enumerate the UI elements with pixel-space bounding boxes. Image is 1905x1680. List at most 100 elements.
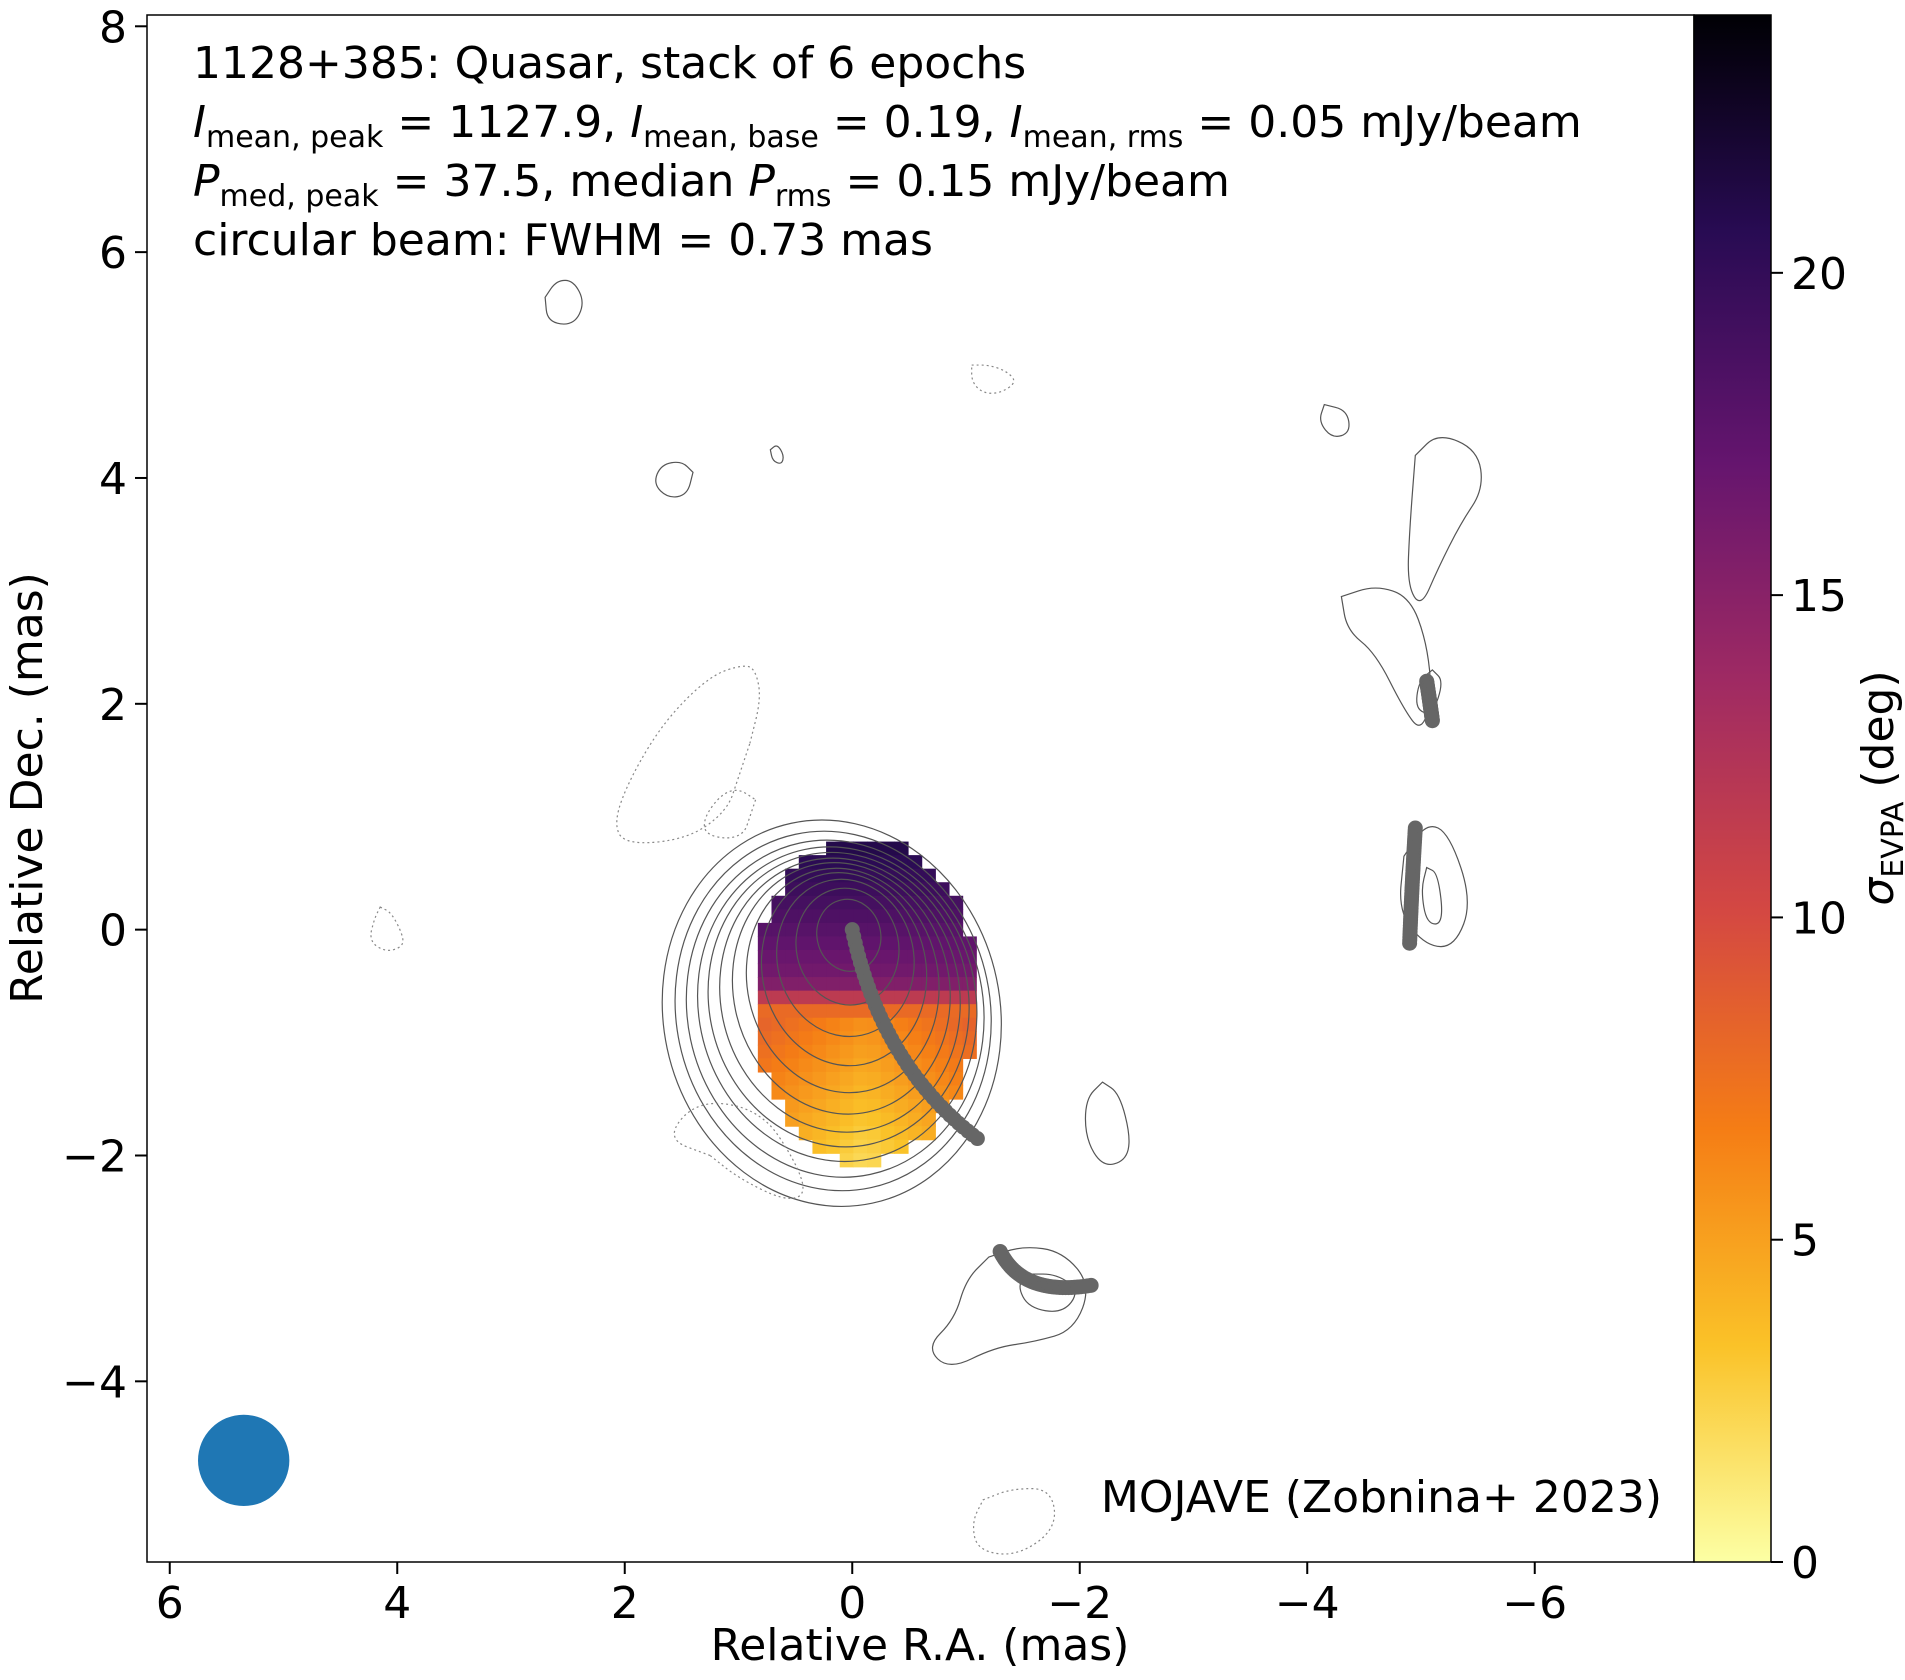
sigma-pixel [907, 990, 923, 1005]
sigma-pixel [880, 1112, 895, 1127]
info-line-3: Pmed, peak = 37.5, median Prms = 0.15 mJ… [193, 156, 1230, 214]
sigma-pixel [785, 977, 800, 992]
sigma-pixel [757, 1004, 773, 1019]
sigma-pixel [867, 936, 882, 951]
sigma-pixel [948, 990, 964, 1005]
sigma-pixel [867, 949, 882, 965]
sigma-pixel [771, 1058, 786, 1073]
contour-negative [673, 1102, 804, 1199]
sigma-pixel [839, 1153, 854, 1168]
sigma-pixel [894, 1017, 909, 1032]
intensity-contour [760, 872, 928, 1067]
sigma-pixel [798, 1031, 814, 1046]
sigma-pixel [839, 949, 854, 965]
sigma-pixel [894, 1126, 909, 1141]
intensity-contour [795, 887, 900, 1006]
sigma-pixel [771, 990, 786, 1005]
colorbar-label: σEVPA (deg) [1853, 670, 1905, 905]
sigma-pixel [757, 1058, 773, 1073]
contour-solid [931, 1247, 1087, 1365]
sigma-pixel [839, 1044, 854, 1059]
x-axis-ticks: 6 4 2 0 −2 −4 −6 [156, 1562, 1567, 1629]
sigma-pixel [812, 1058, 827, 1073]
sigma-pixel [948, 1004, 964, 1019]
sigma-pixel [785, 1058, 800, 1073]
sigma-pixel [771, 895, 786, 910]
x-tick-label: 6 [156, 1578, 184, 1629]
sigma-pixel [812, 855, 827, 870]
sigma-pixel [839, 1031, 854, 1046]
sigma-pixel [826, 841, 841, 856]
contour-solid [544, 279, 583, 325]
sigma-pixel [935, 1004, 950, 1019]
sigma-pixel [867, 1071, 882, 1087]
sigma-pixel [921, 963, 936, 978]
ridgeline-point [1083, 1277, 1099, 1293]
sigma-pixel [798, 949, 814, 965]
sigma-pixel [853, 909, 868, 924]
sigma-pixel [812, 1139, 827, 1154]
y-tick-label: 2 [99, 680, 127, 731]
sigma-pixel [853, 1031, 868, 1046]
sigma-pixel [798, 909, 814, 924]
sigma-pixel [785, 1085, 800, 1100]
colorbar-tick-label: 15 [1791, 571, 1847, 622]
sigma-pixel [826, 1071, 841, 1087]
sigma-pixel [894, 1139, 909, 1154]
sigma-pixel [826, 977, 841, 992]
colorbar-ticks: 0 5 10 15 20 [1771, 249, 1847, 1589]
colorbar-tick-label: 20 [1791, 249, 1847, 300]
sigma-pixel [798, 1004, 814, 1019]
sigma-pixel [948, 895, 964, 910]
sigma-pixel [867, 1139, 882, 1154]
y-axis-ticks: 8 6 4 2 0 −2 −4 [62, 2, 147, 1408]
contour-negative [370, 906, 404, 951]
y-axis-label: Relative Dec. (mas) [2, 572, 53, 1004]
sigma-pixel [907, 949, 923, 965]
beam-ellipse [198, 1414, 290, 1507]
sigma-pixel [921, 1044, 936, 1059]
credit-label: MOJAVE (Zobnina+ 2023) [1101, 1472, 1662, 1523]
sigma-pixel [785, 936, 800, 951]
sigma-pixel [771, 949, 786, 965]
sigma-pixel [948, 909, 964, 924]
sigma-pixel [867, 1085, 882, 1100]
colorbar-tick-label: 5 [1791, 1216, 1819, 1267]
sigma-pixel [826, 1085, 841, 1100]
sigma-pixel [826, 936, 841, 951]
sigma-pixel [771, 909, 786, 924]
sigma-pixel [826, 1126, 841, 1141]
sigma-pixel [839, 841, 854, 856]
sigma-pixel [798, 895, 814, 910]
sigma-pixel [880, 949, 895, 965]
sigma-pixel [948, 963, 964, 978]
sigma-pixel [880, 936, 895, 951]
contour-solid [1407, 437, 1482, 602]
sigma-pixel [880, 1085, 895, 1100]
sigma-pixel [880, 1071, 895, 1087]
sigma-pixel [771, 922, 786, 938]
contour-solid [1320, 403, 1350, 437]
sigma-pixel [962, 1017, 977, 1032]
sigma-pixel [785, 963, 800, 978]
sigma-pixel [880, 1099, 895, 1114]
contour-negative [971, 364, 1015, 394]
total-intensity-contours [661, 819, 1002, 1207]
sigma-pixel [785, 1044, 800, 1059]
sigma-pixel [785, 922, 800, 938]
sigma-pixel [935, 949, 950, 965]
sigma-pixel [894, 1099, 909, 1114]
ridgeline-point [969, 1131, 985, 1147]
x-tick-label: 2 [611, 1578, 639, 1629]
sigma-pixel [880, 990, 895, 1005]
sigma-pixel [771, 977, 786, 992]
colorbar-tick-label: 0 [1791, 1538, 1819, 1589]
sigma-pixel [853, 1126, 868, 1141]
plot-area [198, 279, 1482, 1555]
sigma-pixel [935, 1058, 950, 1073]
sigma-pixel [867, 1112, 882, 1127]
colorbar-frame [1693, 14, 1772, 1563]
y-tick-label: 0 [99, 906, 127, 957]
contour-solid [655, 461, 694, 498]
sigma-pixel [907, 963, 923, 978]
